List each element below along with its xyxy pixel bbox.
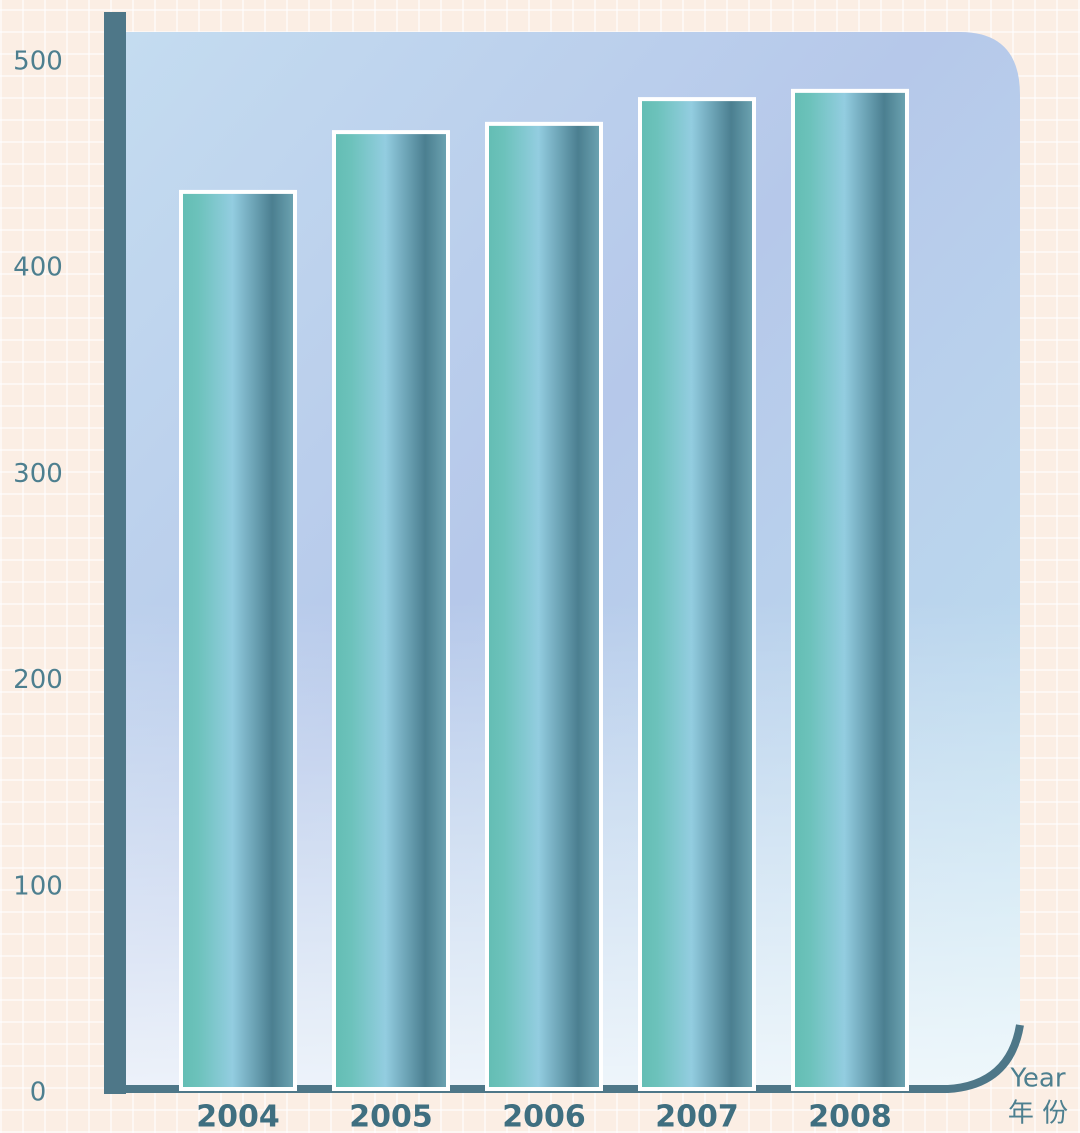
bar xyxy=(332,130,450,1092)
x-axis-label: Year xyxy=(1009,1064,1065,1094)
y-tick-label: 100 xyxy=(13,871,63,901)
bar xyxy=(638,97,756,1091)
y-tick-label: 300 xyxy=(13,459,63,489)
bar xyxy=(485,121,603,1092)
y-tick-label: 400 xyxy=(13,253,63,283)
x-tick-label: 2004 xyxy=(196,1100,280,1133)
y-tick-label: 500 xyxy=(13,47,63,77)
x-tick-label: 2008 xyxy=(808,1100,892,1133)
y-tick-label: 200 xyxy=(13,665,63,695)
bar xyxy=(179,189,297,1091)
x-tick-label: 2007 xyxy=(655,1100,739,1133)
bar xyxy=(791,88,909,1092)
x-axis-label: 年 份 xyxy=(1008,1099,1068,1129)
y-tick-label: 0 xyxy=(30,1078,47,1108)
x-tick-label: 2005 xyxy=(349,1100,433,1133)
y-axis xyxy=(104,12,126,1094)
x-axis xyxy=(104,1024,1024,1093)
x-tick-label: 2006 xyxy=(502,1100,586,1133)
